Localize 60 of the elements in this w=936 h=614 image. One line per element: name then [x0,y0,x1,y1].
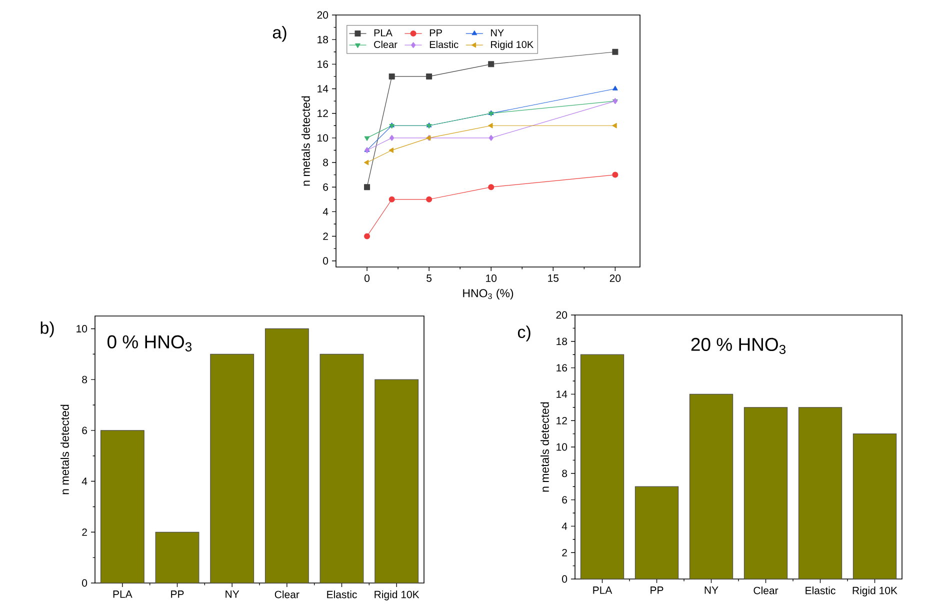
y-tick-label: 18 [318,36,328,44]
text: b) [40,321,54,338]
x-tick-label: 0 [364,274,370,282]
y-tick-label: 2 [562,548,567,556]
y-tick-label: 14 [318,85,328,92]
y-tick-label: 2 [323,232,328,240]
y-tick-label: 20 [317,11,328,19]
legend-label: Rigid 10K [491,40,534,50]
y-tick-label: 10 [556,443,568,451]
y-tick-label: 8 [82,376,88,384]
x-tick-label: Elastic [327,590,357,598]
y-axis-title: n metals detected [301,96,310,186]
x-tick-label: Clear [754,586,778,594]
x-tick-label: Rigid 10K [374,590,420,600]
text: c) [518,326,530,342]
y-tick-label: 12 [318,110,328,118]
y-tick-label: 6 [82,426,88,434]
text: a) [272,26,286,42]
y-tick-label: 4 [562,522,568,530]
x-tick-label: NY [226,590,240,598]
x-tick-label: Clear [274,590,300,598]
y-axis-title: n metals detected [60,404,69,494]
legend-label: NY [491,29,504,36]
y-tick-label: 4 [322,208,328,216]
y-tick-label: 8 [562,470,568,478]
x-tick-label: Elastic [806,586,836,594]
text: 0 % HNO$_{3}$ [107,335,192,352]
x-tick-label: PP [650,586,664,594]
x-tick-label: 15 [548,274,559,282]
y-tick-label: 4 [82,478,88,485]
x-tick-label: 20 [610,274,621,282]
x-tick-label: PP [171,590,184,598]
y-tick-label: 6 [562,496,568,504]
y-tick-label: 0 [562,575,568,583]
x-tick-label: 5 [426,274,432,282]
legend-label: Clear [374,40,398,48]
x-tick-label: PLA [593,586,612,594]
x-tick-label: 10 [486,274,497,282]
y-tick-label: 14 [556,390,568,398]
y-tick-label: 12 [556,416,567,424]
y-tick-label: 10 [318,134,328,142]
x-axis-title: HNO$_{3}$ (%) [463,288,514,300]
y-tick-label: 6 [323,183,328,191]
y-tick-label: 20 [556,311,568,319]
legend-label: Elastic [430,40,458,48]
y-tick-label: 16 [318,60,328,68]
y-tick-label: 10 [76,325,88,332]
legend-label: PP [430,29,442,36]
y-tick-label: 0 [82,579,88,587]
y-tick-label: 16 [556,364,568,372]
y-tick-label: 0 [323,257,328,265]
text: 20 % HNO$_{3}$ [691,338,786,354]
x-tick-label: NY [704,586,718,594]
y-tick-label: 2 [82,528,87,536]
x-tick-label: PLA [113,590,132,598]
x-tick-label: Rigid 10K [852,586,898,596]
y-axis-title: n metals detected [540,402,549,492]
y-tick-label: 8 [323,158,328,166]
y-tick-label: 18 [556,338,568,346]
legend-label: PLA [374,29,392,36]
